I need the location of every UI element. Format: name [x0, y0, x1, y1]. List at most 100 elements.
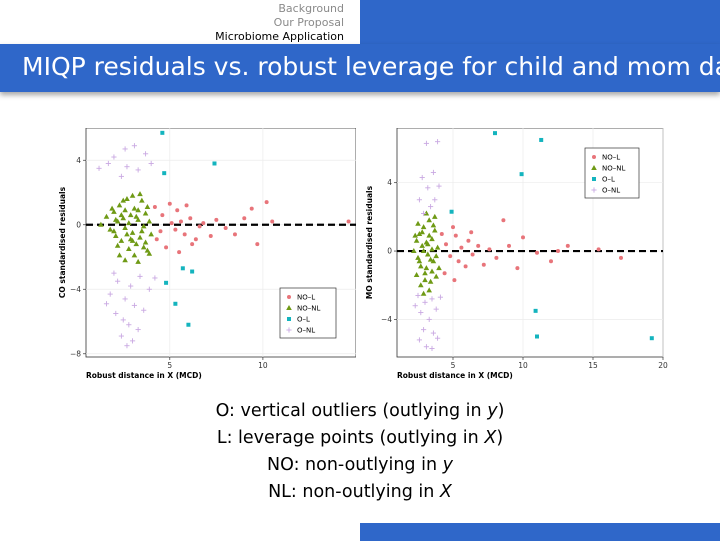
chart-0-point-o-nl-12 — [137, 273, 143, 279]
chart-1-point-no-l-16 — [515, 266, 520, 271]
chart-1-point-no-l-22 — [596, 247, 601, 252]
chart-0-point-o-nl-5 — [135, 167, 141, 173]
chart-0-legend-label-no-nl: NO–NL — [297, 305, 320, 313]
chart-1-point-o-l-4 — [533, 308, 538, 313]
chart-0-point-no-nl-46 — [135, 258, 141, 264]
chart-0-point-no-nl-22 — [146, 218, 153, 224]
chart-1-point-no-nl-5 — [419, 242, 425, 248]
chart-0-point-o-nl-13 — [107, 291, 113, 297]
chart-0-point-no-l-3 — [173, 227, 178, 232]
top-navigation: Background Our Proposal Microbiome Appli… — [0, 0, 720, 44]
chart-0-ylabel: CO standardised residuals — [58, 186, 67, 298]
chart-0-svg: 5 10 −8 −4 0 4 Robust distance in X (MCD) CO st… — [58, 128, 356, 380]
chart-0-point-o-nl-15 — [131, 302, 138, 308]
nav-item-background[interactable]: Background — [278, 2, 344, 15]
chart-0-point-no-nl-28 — [137, 191, 143, 197]
chart-1-point-o-nl-6 — [435, 139, 441, 145]
chart-0-series-no-l — [152, 200, 351, 255]
chart-1-legend-key-o-l — [592, 177, 596, 181]
definition-o: O: vertical outliers (outlying in y) — [0, 398, 720, 425]
chart-0-point-o-l-1 — [162, 171, 167, 176]
chart-0-point-o-nl-19 — [118, 333, 124, 339]
chart-0-point-no-nl-47 — [109, 205, 115, 211]
chart-0-ytick-label-1: −4 — [70, 285, 81, 294]
chart-0-point-no-nl-10 — [124, 195, 130, 201]
chart-1-point-no-l-10 — [476, 243, 481, 248]
chart-0-point-no-nl-11 — [126, 245, 132, 251]
chart-0-point-no-nl-12 — [127, 212, 134, 218]
chart-1-point-no-nl-6 — [420, 224, 427, 230]
chart-0-point-no-nl-44 — [129, 192, 136, 198]
chart-1-point-no-l-21 — [565, 243, 570, 248]
chart-1-point-no-nl-35 — [420, 290, 427, 296]
chart-0-point-no-l-20 — [190, 242, 195, 247]
chart-1-point-no-l-8 — [466, 238, 471, 243]
chart-1-point-o-nl-21 — [437, 294, 443, 300]
chart-1-point-no-l-2 — [448, 254, 453, 259]
chart-0-point-no-l-19 — [177, 250, 182, 255]
chart-0-point-no-l-6 — [188, 216, 193, 221]
chart-0-series-o-l — [160, 130, 217, 327]
chart-0-point-no-nl-1 — [103, 213, 110, 219]
chart-0-ytick-label-2: 0 — [76, 220, 81, 229]
chart-0-point-no-l-17 — [270, 219, 275, 224]
chart-0-point-o-nl-7 — [118, 173, 124, 179]
chart-0-point-no-l-12 — [232, 232, 237, 237]
chart-1-ytick-label-2: 4 — [387, 178, 392, 187]
chart-1-point-no-nl-14 — [432, 227, 438, 233]
chart-0-point-o-l-4 — [190, 269, 195, 274]
chart-1-point-o-nl-1 — [425, 185, 431, 191]
chart-1-point-no-nl-1 — [413, 237, 420, 243]
chart-1-point-no-l-0 — [439, 231, 444, 236]
nav-item-our-proposal[interactable]: Our Proposal — [273, 16, 344, 29]
chart-1-point-no-l-14 — [501, 218, 506, 223]
chart-1-point-no-nl-23 — [429, 268, 435, 274]
chart-1-point-o-l-6 — [649, 336, 654, 341]
chart-1-legend-label-o-l: O–L — [602, 176, 615, 184]
chart-1-point-o-nl-4 — [428, 204, 434, 210]
chart-0-legend-label-o-nl: O–NL — [297, 327, 315, 335]
chart-0-legend-label-no-l: NO–L — [297, 294, 315, 302]
chart-1-point-no-l-3 — [451, 225, 455, 230]
chart-1-point-o-nl-0 — [419, 174, 425, 181]
chart-0-point-no-l-27 — [175, 208, 180, 213]
chart-1-point-no-nl-20 — [420, 248, 427, 254]
chart-0-point-no-nl-21 — [144, 247, 151, 253]
chart-0-point-no-l-5 — [182, 232, 187, 237]
chart-1-point-no-l-26 — [469, 230, 474, 235]
chart-1-point-no-nl-11 — [427, 278, 434, 284]
chart-1-series-no-l — [439, 218, 623, 283]
chart-0-point-no-nl-17 — [137, 234, 143, 240]
chart-0-point-no-nl-14 — [131, 205, 138, 211]
chart-0-point-no-nl-25 — [120, 197, 127, 203]
chart-1-point-no-nl-28 — [425, 241, 431, 247]
chart-1-point-no-nl-36 — [429, 246, 435, 252]
chart-0-point-no-nl-27 — [131, 252, 138, 258]
chart-1-point-no-l-1 — [444, 242, 448, 247]
chart-0-point-no-nl-6 — [116, 202, 123, 208]
chart-1-point-no-nl-4 — [418, 263, 424, 269]
chart-1-point-o-l-2 — [519, 172, 524, 177]
nav-item-microbiome-application[interactable]: Microbiome Application — [215, 30, 344, 43]
chart-0-point-o-nl-17 — [141, 307, 147, 313]
chart-1-point-no-nl-9 — [425, 251, 431, 257]
chart-0-point-no-l-14 — [249, 206, 254, 211]
chart-1-point-no-l-23 — [619, 255, 623, 260]
slide-title-bar: MIQP residuals vs. robust leverage for c… — [0, 44, 720, 92]
chart-0-point-o-nl-6 — [142, 151, 149, 157]
chart-0-point-no-nl-42 — [146, 250, 153, 256]
chart-0-point-no-nl-37 — [133, 213, 140, 219]
chart-0-point-o-nl-22 — [103, 301, 110, 307]
chart-1-point-no-l-19 — [549, 259, 553, 264]
chart-0-point-no-l-16 — [264, 200, 269, 205]
definition-no-var: y — [442, 455, 453, 475]
chart-0-xlabel: Robust distance in X (MCD) — [86, 371, 202, 380]
chart-1-point-no-l-11 — [481, 262, 486, 267]
definition-o-text: O: vertical outliers (outlying in — [215, 401, 488, 421]
chart-1-point-no-nl-31 — [433, 253, 439, 259]
chart-1-legend-key-o-nl — [591, 187, 597, 193]
chart-0-point-no-l-8 — [201, 221, 206, 226]
chart-0-point-no-l-4 — [178, 219, 183, 224]
chart-0-point-no-nl-9 — [122, 224, 128, 230]
chart-1-point-no-l-24 — [442, 271, 447, 276]
